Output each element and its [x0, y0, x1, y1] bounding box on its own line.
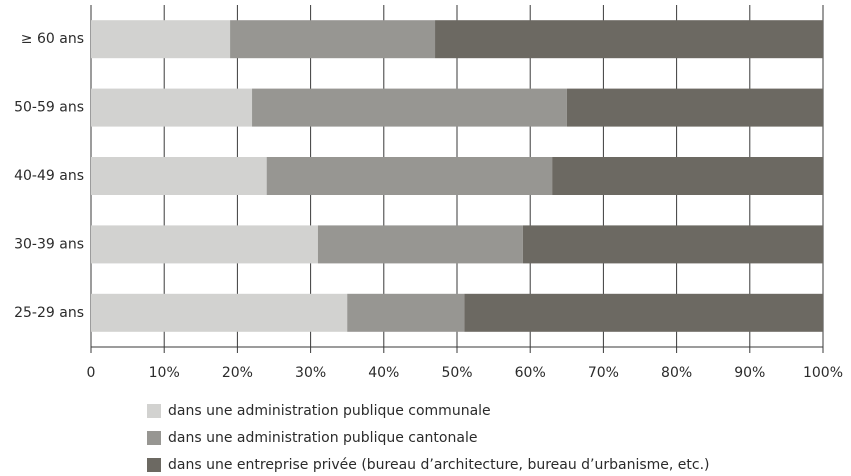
bar-segment [266, 157, 553, 195]
x-tick-label: 40% [368, 365, 399, 381]
legend-label: dans une entreprise privée (bureau d’arc… [168, 457, 710, 473]
x-tick-label: 10% [149, 365, 180, 381]
bar-segment [230, 20, 436, 59]
bar-segment [91, 20, 231, 59]
bar-segment [464, 293, 823, 332]
x-tick-label: 100% [803, 365, 843, 381]
bar-segment [91, 88, 253, 127]
bar-segment [566, 88, 823, 127]
x-tick-label: 0 [87, 365, 96, 381]
bar-segment [522, 225, 823, 264]
x-tick-label: 20% [222, 365, 253, 381]
y-tick-label: 30-39 ans [14, 236, 84, 252]
legend-swatch [147, 431, 161, 445]
legend-swatch [147, 458, 161, 472]
y-tick-label: 40-49 ans [14, 168, 84, 184]
legend-label: dans une administration publique cantona… [168, 430, 477, 446]
legend-label: dans une administration publique communa… [168, 403, 491, 419]
bar-segment [552, 157, 823, 195]
bar-segment [91, 293, 348, 332]
y-tick-label: 50-59 ans [14, 100, 84, 116]
y-tick-label: ≥ 60 ans [21, 31, 84, 47]
bar-segment [317, 225, 523, 264]
x-tick-label: 70% [588, 365, 619, 381]
bar-segment [252, 88, 567, 127]
legend-swatch [147, 404, 161, 418]
bar-segment [91, 225, 318, 264]
x-tick-label: 30% [295, 365, 326, 381]
y-tick-label: 25-29 ans [14, 305, 84, 321]
bar-segment [435, 20, 823, 59]
x-tick-label: 90% [734, 365, 765, 381]
x-tick-label: 60% [515, 365, 546, 381]
bar-segment [347, 293, 465, 332]
x-tick-label: 80% [661, 365, 692, 381]
bar-segment [91, 157, 267, 195]
x-tick-label: 50% [441, 365, 472, 381]
